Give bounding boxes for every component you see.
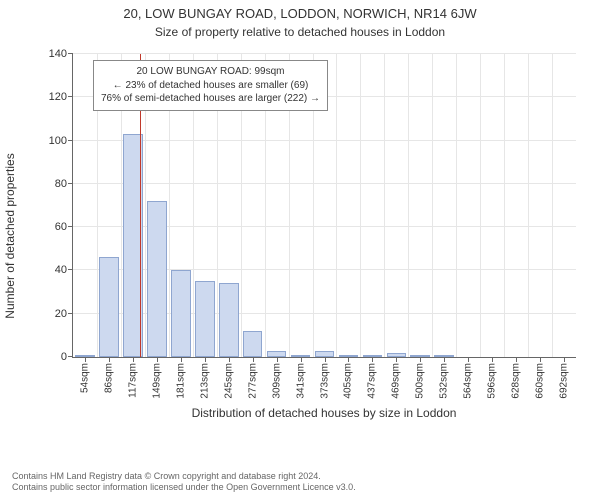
grid-line-vertical [504, 54, 505, 357]
grid-line-horizontal [73, 53, 576, 54]
grid-line-horizontal [73, 183, 576, 184]
x-tick-mark [325, 357, 326, 362]
x-tick-mark [181, 357, 182, 362]
y-tick-label: 140 [49, 48, 67, 60]
page-title: 20, LOW BUNGAY ROAD, LODDON, NORWICH, NR… [0, 0, 600, 21]
annotation-box: 20 LOW BUNGAY ROAD: 99sqm ← 23% of detac… [93, 60, 328, 111]
x-tick-mark [420, 357, 421, 362]
x-tick-label: 692sqm [559, 363, 570, 399]
x-tick-mark [301, 357, 302, 362]
x-tick-label: 181sqm [175, 363, 186, 399]
x-tick-mark [372, 357, 373, 362]
grid-line-vertical [336, 54, 337, 357]
x-tick-label: 54sqm [79, 363, 90, 393]
y-tick-label: 0 [61, 351, 67, 363]
y-tick-mark [68, 183, 73, 184]
x-tick-mark [396, 357, 397, 362]
x-tick-label: 117sqm [127, 363, 138, 398]
histogram-bar [243, 331, 263, 357]
y-tick-label: 60 [55, 221, 67, 233]
x-tick-mark [229, 357, 230, 362]
x-tick-label: 86sqm [103, 363, 114, 393]
x-tick-label: 309sqm [271, 363, 282, 399]
histogram-bar [147, 201, 167, 357]
x-tick-mark [133, 357, 134, 362]
grid-line-vertical [552, 54, 553, 357]
footer-note: Contains HM Land Registry data © Crown c… [12, 471, 356, 494]
y-axis-label: Number of detached properties [3, 153, 17, 318]
x-tick-label: 564sqm [463, 363, 474, 399]
annotation-line-2: ← 23% of detached houses are smaller (69… [101, 79, 320, 93]
x-tick-label: 596sqm [487, 363, 498, 399]
histogram-bar [219, 283, 239, 357]
x-tick-label: 660sqm [535, 363, 546, 399]
y-tick-mark [68, 226, 73, 227]
x-tick-mark [516, 357, 517, 362]
y-tick-mark [68, 96, 73, 97]
x-tick-mark [253, 357, 254, 362]
x-tick-mark [468, 357, 469, 362]
x-tick-mark [85, 357, 86, 362]
y-tick-mark [68, 53, 73, 54]
x-tick-label: 149sqm [151, 363, 162, 399]
grid-line-vertical [480, 54, 481, 357]
x-tick-mark [157, 357, 158, 362]
y-tick-label: 40 [55, 264, 67, 276]
plot-area: 02040608010012014054sqm86sqm117sqm149sqm… [72, 54, 576, 358]
histogram-bar [195, 281, 215, 357]
x-tick-label: 213sqm [199, 363, 210, 399]
y-tick-mark [68, 269, 73, 270]
grid-line-horizontal [73, 140, 576, 141]
x-tick-mark [277, 357, 278, 362]
y-tick-label: 100 [49, 135, 67, 147]
x-tick-mark [564, 357, 565, 362]
x-tick-label: 405sqm [343, 363, 354, 399]
x-tick-label: 245sqm [223, 363, 234, 399]
annotation-line-1: 20 LOW BUNGAY ROAD: 99sqm [101, 65, 320, 79]
x-tick-label: 437sqm [367, 363, 378, 399]
x-tick-mark [205, 357, 206, 362]
grid-line-vertical [432, 54, 433, 357]
grid-line-vertical [384, 54, 385, 357]
y-tick-mark [68, 356, 73, 357]
x-tick-label: 469sqm [391, 363, 402, 399]
grid-line-vertical [528, 54, 529, 357]
grid-line-vertical [456, 54, 457, 357]
x-tick-label: 532sqm [439, 363, 450, 399]
y-tick-label: 120 [49, 91, 67, 103]
grid-line-vertical [360, 54, 361, 357]
x-tick-mark [540, 357, 541, 362]
histogram-bar [171, 270, 191, 357]
x-tick-label: 500sqm [415, 363, 426, 399]
footer-line-1: Contains HM Land Registry data © Crown c… [12, 471, 356, 483]
page-subtitle: Size of property relative to detached ho… [0, 21, 600, 39]
grid-line-vertical [408, 54, 409, 357]
y-tick-label: 20 [55, 308, 67, 320]
y-tick-mark [68, 313, 73, 314]
x-tick-label: 341sqm [295, 363, 306, 399]
y-tick-mark [68, 140, 73, 141]
x-axis-label: Distribution of detached houses by size … [72, 406, 576, 420]
x-tick-label: 628sqm [511, 363, 522, 399]
histogram-bar [99, 257, 119, 357]
x-tick-label: 373sqm [319, 363, 330, 399]
annotation-line-3: 76% of semi-detached houses are larger (… [101, 92, 320, 106]
x-tick-mark [444, 357, 445, 362]
x-tick-label: 277sqm [247, 363, 258, 399]
x-tick-mark [492, 357, 493, 362]
chart-area: Number of detached properties 0204060801… [28, 46, 584, 426]
footer-line-2: Contains public sector information licen… [12, 482, 356, 494]
x-tick-mark [109, 357, 110, 362]
x-tick-mark [348, 357, 349, 362]
y-tick-label: 80 [55, 178, 67, 190]
